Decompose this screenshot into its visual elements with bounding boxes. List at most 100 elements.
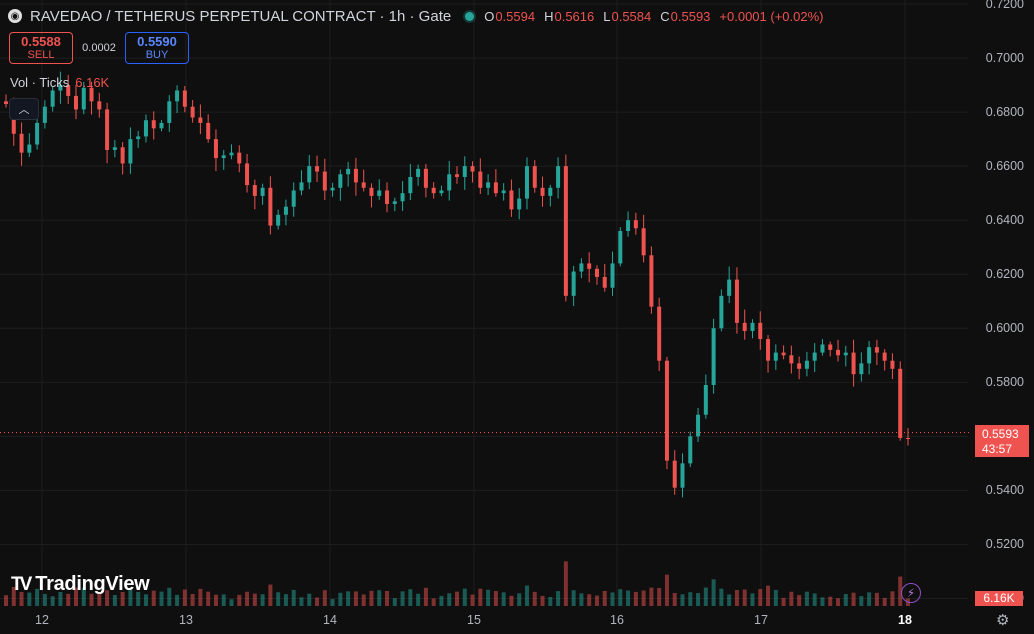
volume-bar xyxy=(618,589,623,606)
candle-body xyxy=(252,185,257,196)
candle-body xyxy=(641,228,646,256)
tradingview-logo-icon: TV xyxy=(11,573,32,595)
candle-body xyxy=(867,347,872,364)
candle-body xyxy=(711,328,716,385)
volume-tag: 6.16K xyxy=(975,591,1023,606)
candle-body xyxy=(35,122,40,145)
candle-body xyxy=(843,352,848,356)
candle-body xyxy=(602,276,607,288)
volume-bar xyxy=(517,593,522,606)
candle-body xyxy=(400,193,405,202)
volume-bar xyxy=(486,589,491,606)
candle-body xyxy=(346,168,351,175)
candle-body xyxy=(221,155,226,159)
sell-button[interactable]: 0.5588 SELL xyxy=(9,32,73,64)
candle-body xyxy=(322,171,327,191)
volume-bar xyxy=(703,587,708,606)
candle-body xyxy=(626,220,631,231)
candle-body xyxy=(431,187,436,194)
candle-body xyxy=(781,352,786,356)
volume-bar xyxy=(587,594,592,606)
market-status-icon xyxy=(465,11,475,21)
candle-body xyxy=(439,190,444,194)
volume-bar xyxy=(4,595,8,606)
volume-bar xyxy=(540,595,545,606)
volume-bar xyxy=(859,596,864,606)
x-tick-label: 18 xyxy=(898,613,912,627)
candle-body xyxy=(789,355,794,364)
candle-body xyxy=(898,368,903,438)
y-tick-label: 0.7000 xyxy=(985,51,1024,66)
volume-bar xyxy=(50,596,55,606)
volume-bar xyxy=(633,591,638,606)
candle-body xyxy=(470,166,475,172)
volume-bar xyxy=(641,590,646,606)
candle-body xyxy=(229,152,234,156)
volume-bar xyxy=(112,595,117,606)
candle-body xyxy=(58,85,63,91)
lightning-icon[interactable]: ⚡ xyxy=(901,583,921,603)
volume-bar xyxy=(11,586,16,606)
candle-body xyxy=(874,347,879,353)
candle-body xyxy=(758,322,763,340)
candle-body xyxy=(680,463,685,488)
candle-body xyxy=(594,268,599,277)
volume-bar xyxy=(766,585,771,606)
volume-bar xyxy=(182,589,187,606)
candle-body xyxy=(105,109,110,150)
y-tick-label: 0.5400 xyxy=(985,483,1024,498)
candle-body xyxy=(587,263,592,269)
candle-body xyxy=(206,122,211,140)
candle-body xyxy=(27,144,32,153)
candle-body xyxy=(338,174,343,188)
volume-bar xyxy=(711,579,716,606)
candle-body xyxy=(618,231,623,264)
volume-bar xyxy=(773,589,778,606)
volume-legend[interactable]: Vol · Ticks 6.16K xyxy=(10,75,110,90)
candle-body xyxy=(804,360,809,369)
volume-bar xyxy=(556,591,561,606)
chart-title[interactable]: RAVEDAO / TETHERUS PERPETUAL CONTRACT · … xyxy=(30,7,452,25)
candle-body xyxy=(657,306,662,361)
candle-body xyxy=(517,198,522,210)
candle-body xyxy=(719,295,724,329)
volume-bar xyxy=(672,593,677,606)
candle-body xyxy=(385,190,390,204)
volume-bar xyxy=(198,588,203,606)
candle-body xyxy=(268,187,273,226)
candle-body xyxy=(851,352,856,375)
gear-icon[interactable]: ⚙ xyxy=(996,612,1010,629)
y-tick-label: 0.6400 xyxy=(985,213,1024,228)
volume-bar xyxy=(657,587,662,606)
volume-bar xyxy=(649,587,654,606)
volume-bar xyxy=(175,594,180,606)
candle-body xyxy=(151,120,156,129)
candle-body xyxy=(190,106,195,118)
tradingview-logo[interactable]: TV TradingView xyxy=(11,573,150,595)
chart-header: ◉ RAVEDAO / TETHERUS PERPETUAL CONTRACT … xyxy=(8,5,823,27)
volume-bar xyxy=(229,599,234,606)
buy-button[interactable]: 0.5590 BUY xyxy=(125,32,189,64)
x-tick-label: 15 xyxy=(467,613,481,627)
x-tick-label: 13 xyxy=(179,613,193,627)
candle-body xyxy=(836,349,841,356)
volume-bar xyxy=(97,593,102,606)
candle-body xyxy=(315,166,320,172)
volume-bar xyxy=(812,593,817,606)
ohlc-values: O0.5594 H0.5616 L0.5584 C0.5593 +0.0001 … xyxy=(484,8,824,24)
volume-bar xyxy=(439,595,444,606)
candle-body xyxy=(890,360,895,369)
candle-body xyxy=(882,352,887,361)
volume-bar xyxy=(42,593,47,606)
volume-bar xyxy=(478,588,483,606)
candle-body xyxy=(97,101,102,110)
volume-bar xyxy=(392,598,397,606)
candle-body xyxy=(509,190,514,210)
volume-bar xyxy=(190,593,195,606)
chevron-up-icon[interactable]: ︿ xyxy=(9,98,39,120)
candle-body xyxy=(213,139,218,159)
candle-body xyxy=(727,279,732,296)
volume-bar xyxy=(143,594,148,606)
symbol-logo-icon: ◉ xyxy=(8,9,22,23)
